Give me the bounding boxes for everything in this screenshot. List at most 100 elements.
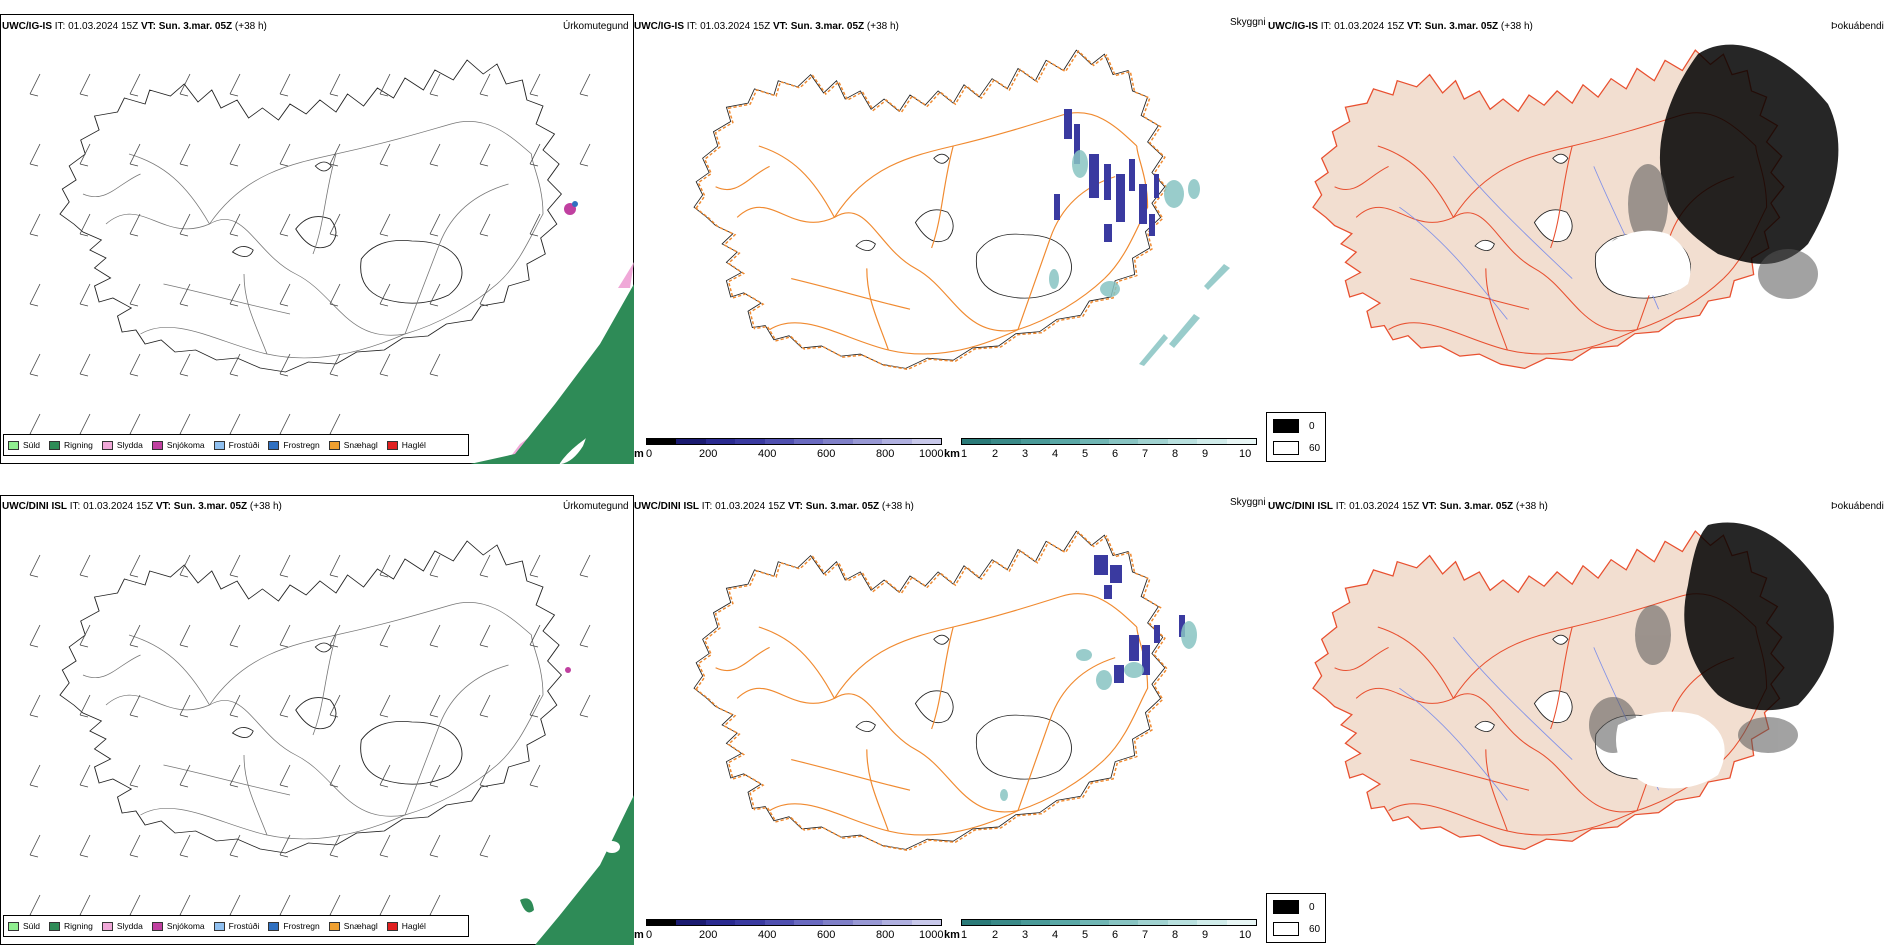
vt-value: Sun. 3.mar. 05Z [158,21,233,32]
scale-bar [961,919,1257,926]
legend-label: Haglél [401,921,426,931]
low-visibility-patches [1054,109,1159,242]
legend-swatch [213,440,225,450]
scale-tick: 2 [992,929,999,941]
precip-map-2 [29,540,634,945]
lead-time: (+38 h) [1515,501,1548,512]
model-name: UWC/DINI ISL [634,501,699,512]
panel-header: UWC/IG-IS IT: 01.03.2024 15Z VT: Sun. 3.… [634,21,899,33]
vt-value: Sun. 3.mar. 05Z [1424,21,1499,32]
legend-swatch [101,440,113,450]
legend-label: Frostúði [228,440,260,450]
teal-visibility-patches [1049,150,1230,366]
legend-label: Snjókoma [166,440,205,450]
scale-tick: 8 [1172,929,1179,941]
legend-item: Frostúði [213,921,260,931]
visibility-map-2 [693,530,1197,852]
visibility-scale-km-2: km 1 2 3 4 5 6 7 8 9 10 [944,919,1264,945]
legend-swatch [213,921,225,931]
lead-time: (+38 h) [881,501,914,512]
legend-label: Snæhagl [343,440,378,450]
scale-tick: 3 [1022,929,1029,941]
vt-value: Sun. 3.mar. 05Z [1439,501,1514,512]
panel-title-visibility: Skyggni [1230,17,1266,28]
scale-tick: 6 [1112,929,1119,941]
scale-tick: 4 [1052,929,1059,941]
panel-title-precip: Úrkomutegund [563,21,629,32]
visibility-scale-m-2: m 0 200 400 600 800 1000 [634,919,944,945]
scale-tick: 800 [876,929,895,941]
fog-map-2 [1312,522,1834,851]
model-name: UWC/DINI ISL [2,501,67,512]
fog-swatch [1273,441,1299,455]
visibility-scale-km-1: km 1 2 3 4 5 6 7 8 9 10 [944,438,1264,464]
panel-title-precip: Úrkomutegund [563,501,629,512]
panel-title-visibility: Skyggni [1230,497,1266,508]
legend-label: Frostúði [228,921,260,931]
lead-time: (+38 h) [1500,21,1533,32]
fog-cover [1659,44,1839,265]
fog-legend-row: 60 [1273,922,1320,936]
precip-legend-2: Súld Rigning Slydda Snjókoma Frostúði Fr… [3,915,469,937]
legend-label: Slydda [116,921,143,931]
scale-tick: 9 [1202,448,1209,460]
scale-tick: 4 [1052,448,1059,460]
it-value: 01.03.2024 15Z [1349,501,1420,512]
legend-label: Snjókoma [166,921,205,931]
it-value: 01.03.2024 15Z [83,501,154,512]
scale-tick: 5 [1082,448,1089,460]
panel-header: UWC/IG-IS IT: 01.03.2024 15Z VT: Sun. 3.… [1268,21,1533,33]
scale-tick: 1 [961,929,968,941]
legend-swatch [151,921,163,931]
scale-tick: 2 [992,448,999,460]
legend-item: Rigning [49,921,93,931]
legend-swatch [151,440,163,450]
legend-label: Súld [23,440,41,450]
fog-legend-row: 60 [1273,441,1320,455]
legend-item: Súld [8,440,40,450]
fog-swatch [1273,922,1299,936]
scale-unit: m [634,448,644,460]
visibility-map-1 [693,49,1230,371]
scale-tick: 400 [758,929,777,941]
fog-legend-label: 60 [1309,923,1321,935]
it-value: 01.03.2024 15Z [68,21,139,32]
fog-legend-label: 60 [1309,442,1321,454]
legend-label: Snæhagl [343,921,378,931]
scale-tick: 600 [817,929,836,941]
model-name: UWC/IG-IS [1268,21,1318,32]
precip-legend-1: Súld Rigning Slydda Snjókoma Frostúði Fr… [3,434,469,456]
scale-tick: 1000 [919,448,944,460]
visibility-scale-m-1: m 0 200 400 600 800 1000 [634,438,944,464]
scale-bar [646,438,942,445]
legend-item: Snæhagl [328,440,378,450]
legend-swatch [386,440,398,450]
model-name: UWC/DINI ISL [1268,501,1333,512]
legend-item: Snæhagl [328,921,378,931]
scale-tick: 7 [1142,448,1149,460]
legend-label: Frostregn [283,921,320,931]
panel-header: UWC/DINI ISL IT: 01.03.2024 15Z VT: Sun.… [2,501,282,513]
precip-panel-1 [0,14,634,464]
precip-panel-2 [0,495,634,945]
wind-barbs [29,73,591,437]
vt-label: VT: [155,501,171,512]
it-label: IT: [1335,501,1347,512]
scale-tick: 400 [758,448,777,460]
legend-swatch [328,921,340,931]
scale-tick: 10 [1239,929,1252,941]
legend-label: Rigning [64,440,93,450]
lead-time: (+38 h) [866,21,899,32]
legend-swatch [8,440,19,450]
legend-swatch [386,921,398,931]
scale-unit: m [634,929,644,941]
legend-item: Haglél [386,440,426,450]
it-label: IT: [701,501,713,512]
panel-header: UWC/DINI ISL IT: 01.03.2024 15Z VT: Sun.… [1268,501,1548,513]
rain-area [470,284,634,464]
fog-legend-label: 0 [1309,901,1315,913]
vt-value: Sun. 3.mar. 05Z [173,501,248,512]
legend-item: Snjókoma [151,921,205,931]
scale-tick: 6 [1112,448,1119,460]
model-name: UWC/IG-IS [2,21,52,32]
